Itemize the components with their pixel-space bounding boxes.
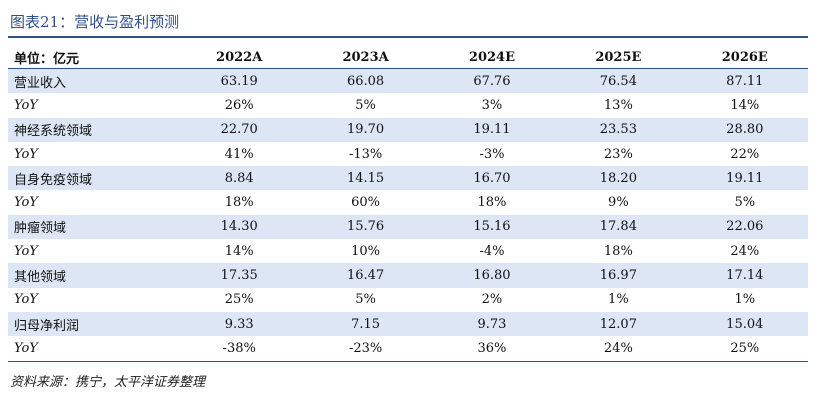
- table-cell: 19.70: [302, 117, 429, 142]
- table-cell: 17.84: [555, 214, 682, 240]
- table-row: 营业收入 63.19 66.08 67.76 76.54 87.11: [8, 68, 808, 94]
- table-cell: 63.19: [176, 68, 303, 94]
- table-cell: 3%: [481, 97, 503, 113]
- table-cell: 2%: [481, 292, 503, 308]
- table-cell: 7.15: [302, 311, 429, 337]
- table-cell: 9%: [608, 195, 629, 211]
- table-cell: 16.70: [428, 166, 556, 191]
- header-year-2023a: 2023A: [342, 49, 389, 65]
- row-label: 肿瘤领域: [8, 214, 176, 240]
- table-cell: -23%: [348, 340, 383, 356]
- row-label: YoY: [14, 292, 38, 308]
- table-row: YoY 14% 10% -4% 18% 24%: [8, 239, 808, 263]
- table-cell: -13%: [348, 146, 383, 162]
- row-label: 神经系统领域: [8, 117, 176, 142]
- header-year-2024e: 2024E: [468, 49, 516, 65]
- table-cell: 18.20: [555, 166, 682, 191]
- table-cell: 23.53: [555, 117, 682, 142]
- table-cell: 14%: [224, 243, 254, 259]
- table-cell: 12.07: [555, 311, 682, 337]
- row-label: YoY: [14, 340, 38, 356]
- table-cell: 67.76: [428, 68, 556, 94]
- row-label: YoY: [14, 195, 38, 211]
- table-cell: 41%: [224, 146, 254, 162]
- table-cell: 16.47: [302, 263, 429, 288]
- figure-title: 图表21：营收与盈利预测: [10, 13, 180, 31]
- table-cell: 25%: [730, 340, 760, 356]
- table-cell: 5%: [355, 97, 376, 113]
- table-cell: 15.76: [302, 214, 429, 240]
- table-row: 自身免疫领域 8.84 14.15 16.70 18.20 19.11: [8, 166, 808, 191]
- table-cell: 14.15: [302, 166, 429, 191]
- table-cell: 18%: [477, 195, 507, 211]
- table-cell: 19.11: [428, 117, 556, 142]
- table-row: YoY 26% 5% 3% 13% 14%: [8, 93, 808, 117]
- table-row: 归母净利润 9.33 7.15 9.73 12.07 15.04: [8, 311, 808, 337]
- table-cell: 15.16: [428, 214, 556, 240]
- row-label: YoY: [14, 243, 38, 259]
- header-unit-label: 单位：亿元: [14, 51, 80, 67]
- table-cell: 36%: [477, 340, 507, 356]
- table-cell: 5%: [734, 195, 756, 211]
- table-cell: 14.30: [176, 214, 303, 240]
- table-row: YoY 25% 5% 2% 1% 1%: [8, 288, 808, 312]
- table-cell: 1%: [608, 292, 629, 308]
- table-cell: 26%: [224, 97, 254, 113]
- row-label: 其他领域: [8, 263, 176, 288]
- table-cell: 60%: [351, 195, 381, 211]
- table-row: 肿瘤领域 14.30 15.76 15.16 17.84 22.06: [8, 214, 808, 240]
- table-cell: 18%: [224, 195, 254, 211]
- table-cell: 16.80: [428, 263, 556, 288]
- table-cell: 28.80: [681, 117, 808, 142]
- row-label: 归母净利润: [8, 311, 176, 337]
- table-header-row: 单位：亿元 2022A 2023A 2024E 2025E 2026E: [8, 46, 808, 69]
- table-cell: -3%: [479, 146, 505, 162]
- table-cell: 8.84: [176, 166, 303, 191]
- table-cell: 66.08: [302, 68, 429, 94]
- forecast-table: 单位：亿元 2022A 2023A 2024E 2025E 2026E 营业收入…: [8, 46, 808, 362]
- table-cell: 10%: [351, 243, 381, 259]
- row-label: 营业收入: [8, 68, 176, 94]
- table-cell: 13%: [603, 97, 633, 113]
- table-cell: 17.14: [681, 263, 808, 288]
- table-cell: 14%: [730, 97, 760, 113]
- table-cell: 9.73: [428, 311, 556, 337]
- table-cell: -4%: [479, 243, 505, 259]
- table-cell: 24%: [603, 340, 633, 356]
- table-cell: 18%: [603, 243, 633, 259]
- table-cell: 76.54: [555, 68, 682, 94]
- header-year-2025e: 2025E: [595, 49, 642, 65]
- table-row: 神经系统领域 22.70 19.70 19.11 23.53 28.80: [8, 117, 808, 142]
- table-cell: 19.11: [681, 166, 808, 191]
- row-label: YoY: [14, 97, 38, 113]
- table-cell: 22.06: [681, 214, 808, 240]
- header-year-2022a: 2022A: [216, 49, 263, 65]
- table-cell: 22%: [730, 146, 760, 162]
- table-cell: 15.04: [681, 311, 808, 337]
- table-row: 其他领域 17.35 16.47 16.80 16.97 17.14: [8, 263, 808, 288]
- table-cell: 1%: [734, 292, 756, 308]
- row-label: 自身免疫领域: [8, 166, 176, 191]
- table-row: YoY 41% -13% -3% 23% 22%: [8, 142, 808, 166]
- header-year-2026e: 2026E: [721, 49, 768, 65]
- table-cell: 5%: [355, 292, 376, 308]
- table-cell: 9.33: [176, 311, 303, 337]
- table-cell: 25%: [224, 292, 254, 308]
- table-cell: 16.97: [555, 263, 682, 288]
- table-row: YoY -38% -23% 36% 24% 25%: [8, 336, 808, 362]
- table-cell: 23%: [603, 146, 633, 162]
- table-cell: -38%: [222, 340, 256, 356]
- table-cell: 87.11: [681, 68, 808, 94]
- table-cell: 24%: [730, 243, 760, 259]
- table-cell: 22.70: [176, 117, 303, 142]
- table-cell: 17.35: [176, 263, 303, 288]
- row-label: YoY: [14, 146, 38, 162]
- title-divider: [8, 36, 808, 38]
- source-note: 资料来源：携宁，太平洋证券整理: [10, 375, 206, 390]
- table-row: YoY 18% 60% 18% 9% 5%: [8, 190, 808, 214]
